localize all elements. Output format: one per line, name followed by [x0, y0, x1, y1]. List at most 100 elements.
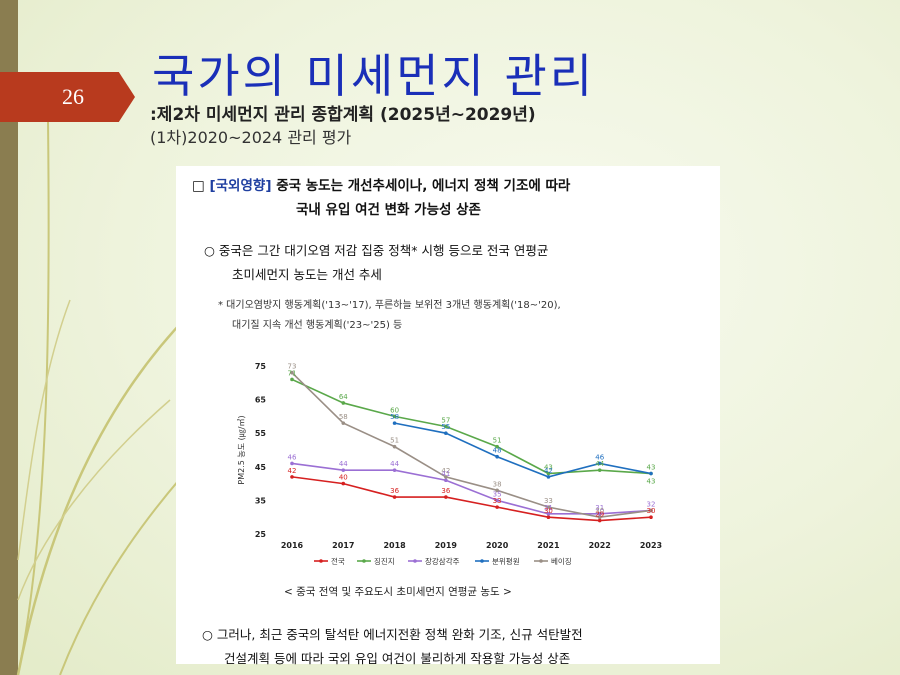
series-line-분위평원: [394, 422, 652, 478]
y-tick-label: 55: [255, 429, 267, 438]
legend-label: 징진지: [374, 556, 395, 566]
data-point: [341, 421, 346, 425]
x-tick-label: 2020: [486, 541, 509, 550]
data-point: [392, 495, 397, 499]
data-label: 29: [595, 511, 604, 519]
data-point: [290, 461, 294, 466]
data-point: [444, 431, 448, 435]
data-point: [392, 468, 397, 472]
x-tick-label: 2016: [281, 541, 304, 550]
heading-tag: [국외영향]: [209, 178, 272, 194]
legend-marker: [480, 559, 484, 563]
data-label: 38: [493, 480, 502, 488]
series-line-전국: [291, 476, 652, 522]
legend-marker: [413, 559, 417, 563]
data-point: [649, 515, 653, 519]
data-label: 71: [288, 369, 297, 377]
series-line-징진지: [291, 378, 652, 475]
heading-box: □: [192, 178, 205, 194]
pm25-line-chart: 25 35 45 55 65 75 PM2.5 농도 (㎍/㎥) 2016 2017 2018 20…: [237, 362, 662, 566]
data-point: [392, 414, 397, 419]
x-tick-label: 2017: [332, 541, 354, 550]
data-point: [444, 478, 448, 483]
y-tick-label: 65: [255, 396, 267, 405]
data-label: 32: [647, 500, 656, 508]
y-axis-label: PM2.5 농도 (㎍/㎥): [237, 415, 247, 484]
doc-heading: □ [국외영향] 중국 농도는 개선추세이나, 에너지 정책 기조에 따라: [192, 174, 570, 194]
footnote-line1: * 대기오염방지 행동계획('13~'17), 푸른하늘 보위전 3개년 행동계…: [218, 300, 561, 311]
paragraph1-line1: ○ 중국은 그간 대기오염 저감 집중 정책* 시행 등으로 전국 연평균: [204, 243, 549, 258]
data-point: [392, 444, 397, 449]
data-label: 30: [595, 507, 604, 515]
data-label: 55: [441, 423, 450, 431]
paragraph1-line2: 초미세먼지 농도는 개선 추세: [232, 267, 382, 282]
data-point: [341, 481, 346, 486]
data-label: 42: [441, 467, 450, 475]
y-tick-label: 35: [255, 496, 267, 505]
chart-caption: < 중국 전역 및 주요도시 초미세먼지 연평균 농도 >: [284, 586, 512, 598]
data-label: 51: [390, 437, 399, 445]
data-point: [649, 508, 653, 513]
data-label: 36: [390, 487, 399, 495]
x-tick-label: 2021: [537, 541, 560, 550]
data-label: 42: [544, 467, 553, 475]
data-point: [546, 475, 551, 479]
data-point: [546, 471, 551, 476]
data-point: [495, 488, 499, 493]
data-label: 44: [595, 460, 604, 468]
y-tick-label: 75: [255, 362, 267, 371]
data-point: [649, 471, 653, 476]
slide-title: 국가의 미세먼지 관리: [152, 49, 596, 103]
x-tick-label: 2019: [435, 541, 458, 550]
data-label: 73: [288, 363, 297, 371]
paragraph2-line2: 건설계획 등에 따라 국외 유입 여건이 불리하게 작용할 가능성 상존: [224, 651, 571, 666]
data-label: 60: [390, 406, 399, 414]
data-label: 64: [339, 393, 348, 401]
data-label: 31: [544, 504, 553, 512]
legend-marker: [319, 559, 323, 563]
data-label: 57: [441, 416, 450, 424]
x-tick-label: 2018: [383, 541, 406, 550]
data-label: 30: [544, 507, 553, 515]
legend-marker: [362, 559, 366, 563]
legend-marker: [539, 559, 543, 563]
data-label: 58: [390, 413, 399, 421]
data-point: [495, 454, 499, 459]
data-point: [495, 498, 499, 503]
data-label: 41: [441, 470, 450, 478]
data-label: 42: [288, 467, 297, 475]
legend-label: 베이징: [551, 556, 572, 566]
data-point: [290, 475, 294, 479]
y-tick-label: 25: [255, 530, 267, 539]
data-label: 40: [339, 474, 348, 482]
data-point: [546, 505, 551, 509]
data-point: [546, 515, 551, 519]
data-point: [597, 518, 602, 523]
data-point: [546, 512, 551, 516]
data-point: [597, 461, 602, 466]
data-label: 33: [544, 497, 553, 505]
paragraph2-line1: ○ 그러나, 최근 중국의 탈석탄 에너지전환 정책 완화 기조, 신규 석탄발…: [202, 627, 583, 642]
data-label: 36: [441, 487, 450, 495]
page-number-arrow: [0, 72, 135, 122]
y-tick-label: 45: [255, 463, 267, 472]
data-label: 44: [339, 460, 348, 468]
series-line-장강삼각주: [291, 462, 652, 515]
heading-line2: 국내 유입 여건 변화 가능성 상존: [296, 202, 481, 218]
data-point: [290, 377, 294, 382]
data-label: 46: [595, 453, 604, 461]
data-label: 43: [647, 464, 656, 472]
data-label: 31: [595, 504, 604, 512]
data-label: 44: [390, 460, 399, 468]
slide-subtitle-plan: :제2차 미세먼지 관리 종합계획 (2025년~2029년): [150, 105, 536, 125]
series-line-베이징: [291, 372, 652, 519]
data-label: 51: [493, 437, 502, 445]
heading-line1: 중국 농도는 개선추세이나, 에너지 정책 기조에 따라: [276, 178, 571, 194]
embedded-document: □ [국외영향] 중국 농도는 개선추세이나, 에너지 정책 기조에 따라 국내…: [176, 166, 720, 666]
data-point: [444, 475, 448, 479]
data-point: [495, 505, 499, 509]
data-label: 33: [493, 497, 502, 505]
data-label: 35: [493, 490, 502, 498]
legend-label: 분위평원: [492, 556, 520, 566]
data-point: [444, 495, 448, 499]
